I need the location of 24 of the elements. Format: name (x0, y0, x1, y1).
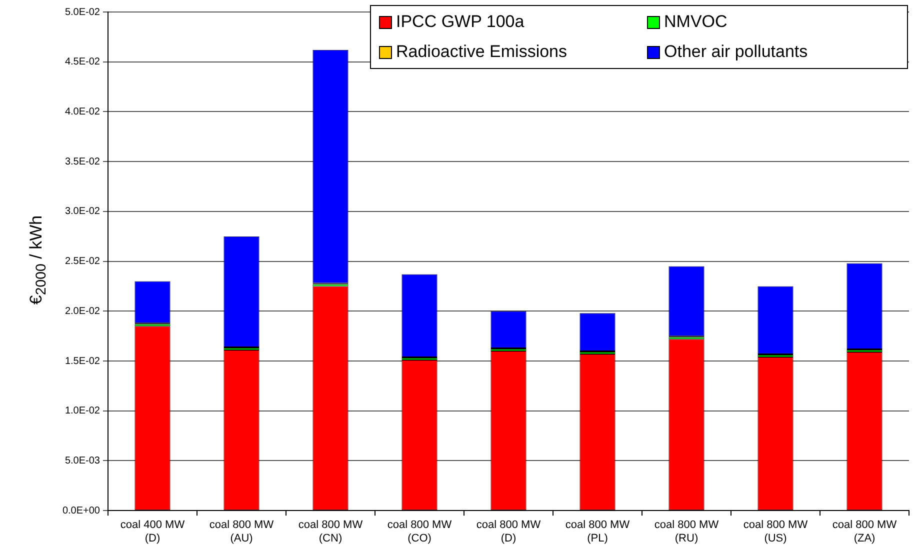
y-tick-label: 1.0E-02 (64, 406, 100, 417)
y-tick-label: 3.0E-02 (64, 206, 100, 218)
x-tick-label: coal 800 MW (CO) (387, 519, 452, 544)
y-tick-label: 4.0E-02 (64, 106, 100, 118)
y-tick-label: 0.0E+00 (62, 505, 100, 516)
legend-label: NMVOC (664, 12, 728, 32)
x-tick-label: coal 800 MW (D) (476, 519, 542, 544)
x-tick-label: coal 800 MW (RU) (654, 519, 720, 544)
y-tick-label: 5.0E-02 (64, 6, 100, 18)
legend-label: Radioactive Emissions (396, 42, 568, 62)
x-tick-label: coal 800 MW (US) (743, 519, 808, 544)
x-tick-label: coal 800 MW (AU) (209, 519, 274, 544)
x-tick-label: coal 400 MW (D) (120, 519, 186, 544)
legend-label: IPCC GWP 100a (396, 12, 524, 32)
y-tick-label: 3.5E-02 (64, 156, 100, 168)
x-tick-label: coal 800 MW (PL) (565, 519, 630, 544)
y-tick-label: 1.5E-02 (64, 356, 100, 367)
y-tick-label: 2.0E-02 (64, 306, 100, 317)
x-tick-label: coal 800 MW (ZA) (832, 519, 898, 544)
y-tick-label: 2.5E-02 (64, 256, 100, 268)
y-tick-label: 5.0E-03 (64, 455, 100, 466)
x-tick-label: coal 800 MW (CN) (298, 519, 364, 544)
y-tick-label: 4.5E-02 (64, 56, 100, 68)
legend-label: Other air pollutants (664, 42, 808, 62)
